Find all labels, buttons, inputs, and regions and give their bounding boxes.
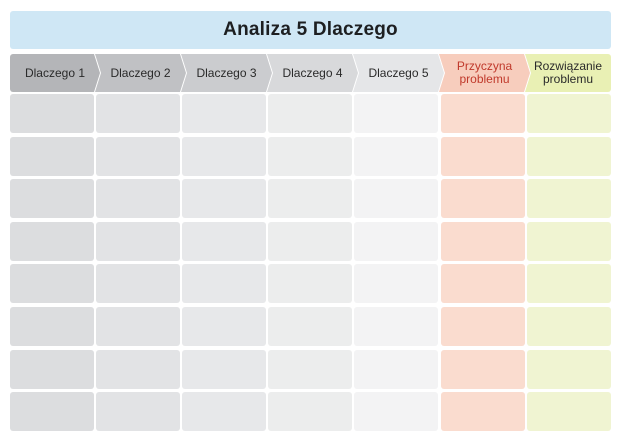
column-header-label: Dlaczego 2: [110, 65, 171, 80]
table-cell[interactable]: [354, 349, 438, 389]
table-row: [10, 179, 611, 219]
table-cell[interactable]: [96, 392, 180, 432]
column-header-rozwiazanie: Rozwiązanie problemu: [525, 54, 611, 92]
table-cell[interactable]: [268, 179, 352, 219]
column-header-dlaczego-1: Dlaczego 1: [10, 54, 100, 92]
table-cell[interactable]: [182, 94, 266, 133]
table-row: [10, 94, 611, 133]
table-cell[interactable]: [268, 349, 352, 389]
table-cell[interactable]: [527, 307, 611, 346]
table-cell[interactable]: [441, 94, 525, 133]
table-row: [10, 264, 611, 304]
table-cell[interactable]: [96, 136, 180, 176]
column-header-label: Dlaczego 4: [282, 65, 343, 80]
table-row: [10, 392, 611, 432]
table-cell[interactable]: [10, 179, 94, 219]
title-bar: Analiza 5 Dlaczego: [10, 11, 611, 49]
table-cell[interactable]: [10, 349, 94, 389]
table-cell[interactable]: [441, 179, 525, 219]
table-cell[interactable]: [441, 349, 525, 389]
table-cell[interactable]: [527, 221, 611, 261]
table-cell[interactable]: [10, 94, 94, 133]
table-cell[interactable]: [527, 179, 611, 219]
table-cell[interactable]: [10, 221, 94, 261]
table-cell[interactable]: [354, 179, 438, 219]
table-cell[interactable]: [441, 392, 525, 432]
page-title: Analiza 5 Dlaczego: [223, 19, 398, 40]
table-cell[interactable]: [182, 349, 266, 389]
column-header-label: Przyczyna problemu: [456, 59, 513, 86]
table-cell[interactable]: [182, 392, 266, 432]
table-cell[interactable]: [527, 94, 611, 133]
table-cell[interactable]: [182, 264, 266, 304]
table-cell[interactable]: [96, 94, 180, 133]
table-cell[interactable]: [182, 179, 266, 219]
table-row: [10, 349, 611, 389]
table-cell[interactable]: [182, 136, 266, 176]
table-row: [10, 307, 611, 346]
table-cell[interactable]: [96, 179, 180, 219]
table-cell[interactable]: [268, 392, 352, 432]
table-cell[interactable]: [268, 264, 352, 304]
table-cell[interactable]: [268, 307, 352, 346]
table-cell[interactable]: [268, 221, 352, 261]
table-cell[interactable]: [96, 349, 180, 389]
table-cell[interactable]: [268, 94, 352, 133]
table-cell[interactable]: [10, 307, 94, 346]
table-cell[interactable]: [96, 264, 180, 304]
table-cell[interactable]: [441, 264, 525, 304]
table-cell[interactable]: [354, 307, 438, 346]
table-cell[interactable]: [354, 221, 438, 261]
table-cell[interactable]: [10, 136, 94, 176]
column-header-label: Dlaczego 5: [368, 65, 429, 80]
column-header-dlaczego-5: Dlaczego 5: [353, 54, 444, 92]
column-header-label: Dlaczego 1: [24, 65, 86, 80]
table-cell[interactable]: [527, 264, 611, 304]
column-header-label: Dlaczego 3: [196, 65, 257, 80]
table-cell[interactable]: [354, 136, 438, 176]
table-cell[interactable]: [354, 392, 438, 432]
table-cell[interactable]: [268, 136, 352, 176]
table-row: [10, 221, 611, 261]
table-cell[interactable]: [441, 136, 525, 176]
table-cell[interactable]: [96, 307, 180, 346]
table-cell[interactable]: [527, 136, 611, 176]
column-header-dlaczego-3: Dlaczego 3: [181, 54, 272, 92]
table-cell[interactable]: [441, 307, 525, 346]
table-cell[interactable]: [441, 221, 525, 261]
column-header-dlaczego-2: Dlaczego 2: [95, 54, 186, 92]
column-header-przyczyna: Przyczyna problemu: [439, 54, 530, 92]
table-cell[interactable]: [96, 221, 180, 261]
table-cell[interactable]: [182, 221, 266, 261]
table-cell[interactable]: [10, 392, 94, 432]
table-cell[interactable]: [354, 94, 438, 133]
table-cell[interactable]: [527, 349, 611, 389]
table-row: [10, 136, 611, 176]
table-cell[interactable]: [354, 264, 438, 304]
table-cell[interactable]: [182, 307, 266, 346]
table-cell[interactable]: [10, 264, 94, 304]
column-header-label: Rozwiązanie problemu: [533, 59, 603, 86]
table-cell[interactable]: [527, 392, 611, 432]
column-header-dlaczego-4: Dlaczego 4: [267, 54, 358, 92]
column-header-row: Dlaczego 1 Dlaczego 2 Dlaczego 3 Dlaczeg…: [10, 54, 611, 92]
